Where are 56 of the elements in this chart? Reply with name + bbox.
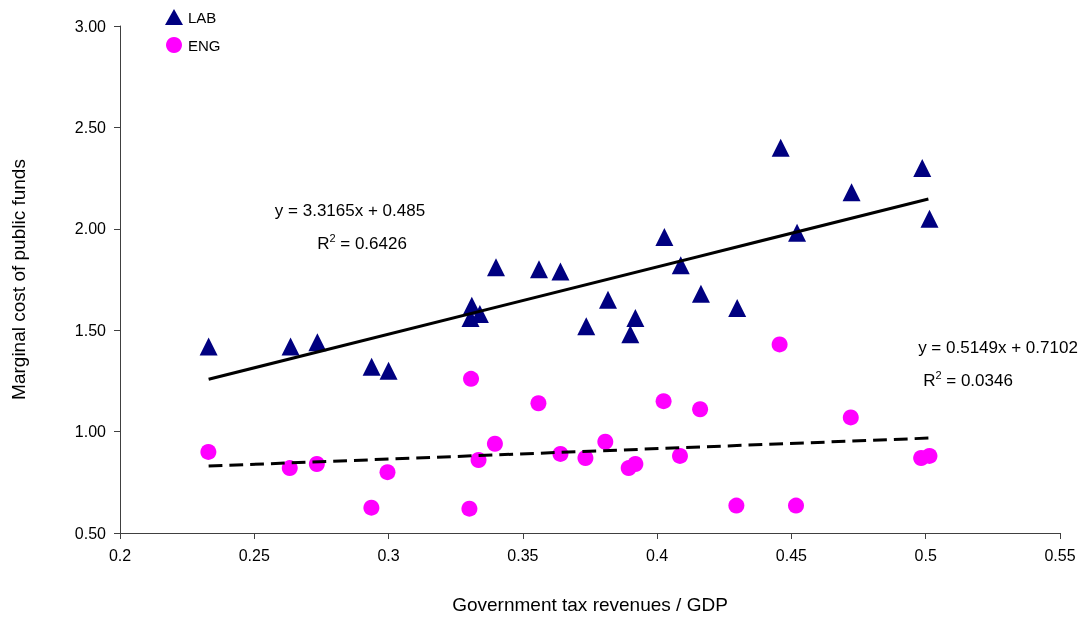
y-tick-label: 1.00 — [74, 423, 107, 441]
point — [597, 433, 614, 450]
x-axis-title: Government tax revenues / GDP — [452, 594, 728, 615]
point — [363, 499, 380, 516]
point — [487, 258, 505, 277]
y-tick-label: 0.50 — [74, 524, 107, 542]
point — [379, 361, 398, 380]
point — [788, 497, 804, 514]
point — [598, 290, 617, 309]
point — [577, 317, 596, 336]
y-tick-label: 3.00 — [74, 17, 107, 35]
legend-label: LAB — [188, 8, 217, 26]
annotation: y = 3.3165x + 0.485 — [274, 200, 426, 220]
point — [626, 309, 645, 328]
point — [281, 337, 300, 356]
point — [463, 370, 480, 387]
point — [200, 443, 217, 460]
point — [842, 409, 859, 426]
point — [921, 447, 938, 464]
x-tick-label: 0.2 — [108, 546, 132, 564]
point — [691, 284, 710, 303]
point — [692, 401, 709, 418]
point — [920, 209, 939, 228]
y-tick-label: 2.50 — [74, 118, 107, 136]
x-tick-label: 0.25 — [238, 546, 270, 564]
point — [530, 395, 547, 412]
point — [621, 325, 640, 344]
x-tick-label: 0.45 — [775, 546, 808, 564]
point — [671, 447, 688, 464]
point — [461, 500, 478, 517]
x-tick-label: 0.4 — [646, 546, 669, 564]
y-tick-label: 1.50 — [74, 321, 107, 339]
annotation: y = 0.5149x + 0.7102 — [918, 337, 1078, 357]
point — [913, 158, 932, 177]
point — [281, 460, 298, 477]
point — [551, 262, 570, 281]
point — [728, 497, 745, 514]
point — [842, 183, 861, 202]
point — [529, 260, 548, 279]
point — [655, 227, 674, 246]
y-tick-label: 2.00 — [74, 220, 107, 238]
point — [655, 393, 672, 410]
x-tick-label: 0.35 — [507, 546, 539, 564]
point — [379, 464, 396, 481]
x-tick-label: 0.3 — [377, 546, 400, 564]
y-axis-title: Marginal cost of public funds — [8, 159, 29, 400]
legend-label: ENG — [188, 36, 221, 54]
point — [362, 357, 381, 376]
point — [199, 337, 218, 356]
x-tick-label: 0.55 — [1044, 546, 1076, 564]
point — [486, 435, 503, 452]
point — [728, 298, 747, 317]
point — [771, 138, 790, 157]
point — [771, 336, 788, 353]
point — [627, 456, 644, 473]
x-tick-label: 0.5 — [914, 546, 937, 564]
